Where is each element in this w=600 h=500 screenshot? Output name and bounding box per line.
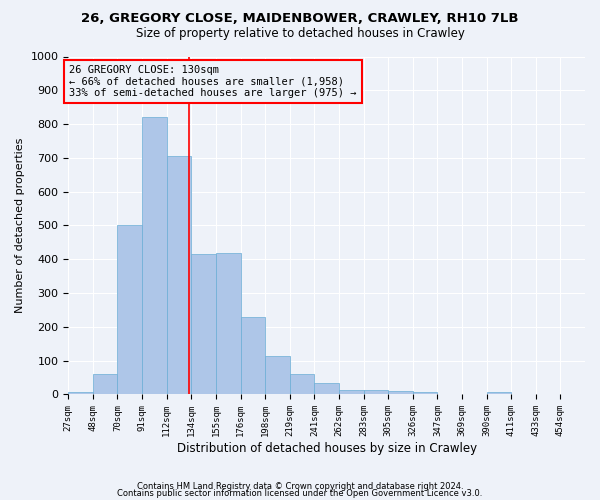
Text: Contains HM Land Registry data © Crown copyright and database right 2024.: Contains HM Land Registry data © Crown c… bbox=[137, 482, 463, 491]
Text: Contains public sector information licensed under the Open Government Licence v3: Contains public sector information licen… bbox=[118, 490, 482, 498]
Text: 26 GREGORY CLOSE: 130sqm
← 66% of detached houses are smaller (1,958)
33% of sem: 26 GREGORY CLOSE: 130sqm ← 66% of detach… bbox=[70, 65, 357, 98]
Bar bbox=[265, 356, 290, 395]
X-axis label: Distribution of detached houses by size in Crawley: Distribution of detached houses by size … bbox=[176, 442, 477, 455]
Y-axis label: Number of detached properties: Number of detached properties bbox=[15, 138, 25, 313]
Bar bbox=[388, 391, 413, 394]
Bar bbox=[216, 252, 241, 394]
Text: 26, GREGORY CLOSE, MAIDENBOWER, CRAWLEY, RH10 7LB: 26, GREGORY CLOSE, MAIDENBOWER, CRAWLEY,… bbox=[81, 12, 519, 26]
Bar bbox=[93, 374, 118, 394]
Text: Size of property relative to detached houses in Crawley: Size of property relative to detached ho… bbox=[136, 28, 464, 40]
Bar bbox=[68, 392, 93, 394]
Bar bbox=[290, 374, 314, 394]
Bar bbox=[339, 390, 364, 394]
Bar bbox=[364, 390, 388, 394]
Bar bbox=[142, 118, 167, 394]
Bar bbox=[118, 226, 142, 394]
Bar bbox=[413, 392, 437, 394]
Bar bbox=[191, 254, 216, 394]
Bar bbox=[167, 156, 191, 394]
Bar bbox=[314, 382, 339, 394]
Bar bbox=[487, 392, 511, 394]
Bar bbox=[241, 318, 265, 394]
